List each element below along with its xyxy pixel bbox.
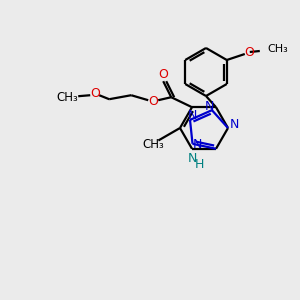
Text: O: O	[148, 95, 158, 108]
Text: O: O	[244, 46, 254, 59]
Text: CH₃: CH₃	[142, 137, 164, 151]
Text: O: O	[90, 87, 100, 100]
Text: O: O	[158, 68, 168, 81]
Text: N: N	[187, 152, 197, 165]
Text: N: N	[187, 110, 197, 122]
Text: CH₃: CH₃	[268, 44, 289, 54]
Text: N: N	[193, 138, 202, 151]
Text: N: N	[204, 100, 214, 113]
Text: CH₃: CH₃	[56, 91, 78, 104]
Text: N: N	[229, 118, 239, 130]
Text: H: H	[194, 158, 204, 171]
